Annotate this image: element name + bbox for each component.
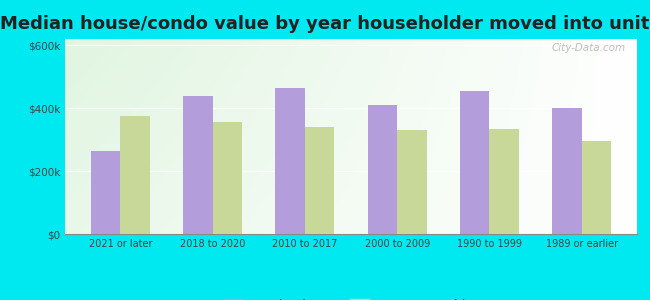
Bar <box>120 116 150 234</box>
Legend: Londonderry, New Hampshire: Londonderry, New Hampshire <box>224 299 478 300</box>
Bar <box>276 88 305 234</box>
Bar <box>397 130 426 234</box>
Text: Median house/condo value by year householder moved into unit: Median house/condo value by year househo… <box>0 15 650 33</box>
Bar <box>183 96 213 234</box>
Bar <box>489 129 519 234</box>
Bar <box>552 108 582 234</box>
Bar <box>213 122 242 234</box>
Bar <box>460 91 489 234</box>
Bar <box>91 151 120 234</box>
Bar <box>305 127 334 234</box>
Bar <box>582 141 611 234</box>
Text: City-Data.com: City-Data.com <box>551 43 625 53</box>
Bar <box>368 105 397 234</box>
